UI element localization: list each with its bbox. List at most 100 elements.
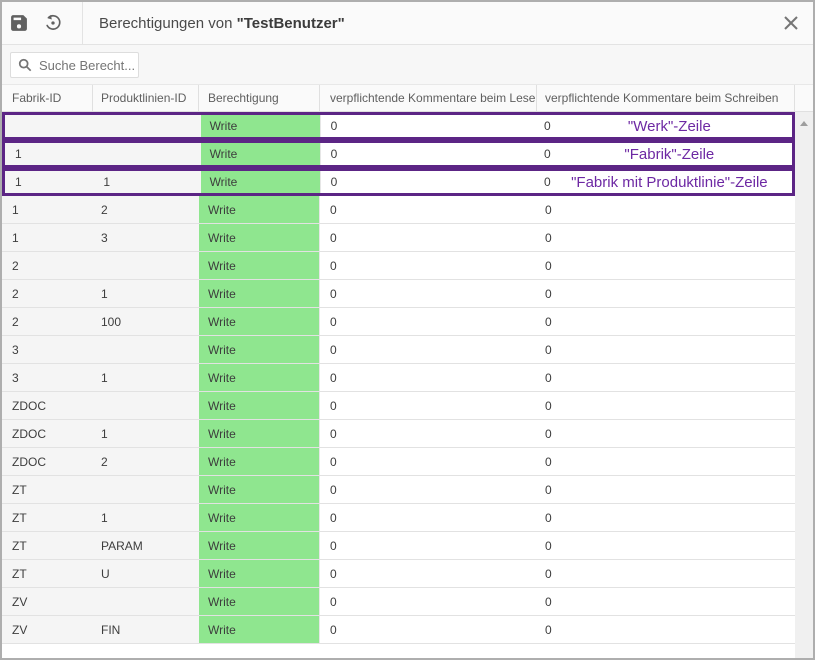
cell-fabrik-id[interactable]: 2 [2,280,93,307]
cell-berechtigung[interactable]: Write [199,336,320,363]
cell-produktlinien-id[interactable] [93,476,199,503]
cell-fabrik-id[interactable]: 3 [2,336,93,363]
cell-kommentare-lesen[interactable]: 0 [320,476,537,503]
cell-kommentare-schreiben[interactable]: 0 [537,280,795,307]
cell-berechtigung[interactable]: Write [199,560,320,587]
cell-fabrik-id[interactable]: 1 [2,196,93,223]
cell-berechtigung[interactable]: Write [200,171,321,193]
cell-berechtigung[interactable]: Write [199,504,320,531]
cell-produktlinien-id[interactable] [93,336,199,363]
table-row[interactable]: 1 Write 0 0 "Fabrik"-Zeile [2,140,795,168]
table-row[interactable]: Write 0 0 "Werk"-Zeile [2,112,795,140]
cell-kommentare-lesen[interactable]: 0 [320,143,537,165]
cell-kommentare-schreiben[interactable]: 0 "Werk"-Zeile [536,115,792,137]
table-row[interactable]: 2 Write 0 0 [2,252,795,280]
cell-kommentare-lesen[interactable]: 0 [320,532,537,559]
table-row[interactable]: 1 2 Write 0 0 [2,196,795,224]
cell-kommentare-schreiben[interactable]: 0 [537,336,795,363]
cell-fabrik-id[interactable]: 2 [2,252,93,279]
cell-berechtigung[interactable]: Write [199,252,320,279]
search-input[interactable]: Suche Berecht... [10,52,139,78]
cell-kommentare-schreiben[interactable]: 0 [537,532,795,559]
cell-produktlinien-id[interactable]: 1 [93,504,199,531]
cell-kommentare-lesen[interactable]: 0 [320,171,537,193]
cell-kommentare-lesen[interactable]: 0 [320,504,537,531]
cell-kommentare-lesen[interactable]: 0 [320,280,537,307]
cell-kommentare-schreiben[interactable]: 0 [537,308,795,335]
table-row[interactable]: ZT Write 0 0 [2,476,795,504]
cell-fabrik-id[interactable]: ZDOC [2,392,93,419]
table-row[interactable]: ZT 1 Write 0 0 [2,504,795,532]
column-header-kommentare-lesen[interactable]: verpflichtende Kommentare beim Lesen [320,85,537,111]
cell-produktlinien-id[interactable]: PARAM [93,532,199,559]
cell-kommentare-lesen[interactable]: 0 [320,560,537,587]
save-button[interactable] [2,6,36,40]
table-row[interactable]: 3 Write 0 0 [2,336,795,364]
cell-produktlinien-id[interactable]: 3 [93,224,199,251]
cell-kommentare-schreiben[interactable]: 0 [537,476,795,503]
cell-produktlinien-id[interactable]: FIN [93,616,199,643]
table-row[interactable]: ZT PARAM Write 0 0 [2,532,795,560]
cell-fabrik-id[interactable]: ZT [2,532,93,559]
cell-produktlinien-id[interactable] [95,143,201,165]
cell-kommentare-schreiben[interactable]: 0 "Fabrik mit Produktlinie"-Zeile [536,171,792,193]
cell-kommentare-lesen[interactable]: 0 [320,364,537,391]
table-row[interactable]: ZV Write 0 0 [2,588,795,616]
cell-produktlinien-id[interactable]: 100 [93,308,199,335]
cell-kommentare-lesen[interactable]: 0 [320,336,537,363]
cell-berechtigung[interactable]: Write [199,392,320,419]
cell-berechtigung[interactable]: Write [199,196,320,223]
cell-fabrik-id[interactable]: ZDOC [2,448,93,475]
cell-kommentare-schreiben[interactable]: 0 [537,504,795,531]
cell-kommentare-schreiben[interactable]: 0 [537,196,795,223]
column-header-fabrik-id[interactable]: Fabrik-ID [2,85,93,111]
cell-kommentare-schreiben[interactable]: 0 "Fabrik"-Zeile [536,143,792,165]
cell-kommentare-lesen[interactable]: 0 [320,616,537,643]
cell-produktlinien-id[interactable]: 1 [93,280,199,307]
cell-produktlinien-id[interactable]: 2 [93,196,199,223]
cell-fabrik-id[interactable]: 1 [5,143,96,165]
cell-produktlinien-id[interactable]: 1 [95,171,201,193]
cell-fabrik-id[interactable] [5,115,96,137]
cell-kommentare-schreiben[interactable]: 0 [537,224,795,251]
cell-berechtigung[interactable]: Write [199,532,320,559]
cell-berechtigung[interactable]: Write [200,115,321,137]
restore-button[interactable] [36,6,70,40]
cell-berechtigung[interactable]: Write [199,224,320,251]
cell-berechtigung[interactable]: Write [199,280,320,307]
cell-produktlinien-id[interactable]: U [93,560,199,587]
cell-kommentare-lesen[interactable]: 0 [320,224,537,251]
table-row[interactable]: ZDOC 1 Write 0 0 [2,420,795,448]
cell-fabrik-id[interactable]: ZV [2,616,93,643]
cell-produktlinien-id[interactable]: 2 [93,448,199,475]
table-row[interactable]: ZV FIN Write 0 0 [2,616,795,644]
cell-fabrik-id[interactable]: 2 [2,308,93,335]
cell-berechtigung[interactable]: Write [199,364,320,391]
table-row[interactable]: ZT U Write 0 0 [2,560,795,588]
cell-berechtigung[interactable]: Write [199,588,320,615]
cell-produktlinien-id[interactable]: 1 [93,364,199,391]
cell-kommentare-lesen[interactable]: 0 [320,588,537,615]
cell-kommentare-lesen[interactable]: 0 [320,448,537,475]
cell-fabrik-id[interactable]: ZT [2,476,93,503]
cell-produktlinien-id[interactable] [93,252,199,279]
cell-berechtigung[interactable]: Write [199,476,320,503]
cell-kommentare-lesen[interactable]: 0 [320,420,537,447]
cell-kommentare-lesen[interactable]: 0 [320,308,537,335]
cell-produktlinien-id[interactable]: 1 [93,420,199,447]
cell-kommentare-schreiben[interactable]: 0 [537,588,795,615]
cell-berechtigung[interactable]: Write [200,143,321,165]
cell-kommentare-lesen[interactable]: 0 [320,115,537,137]
cell-fabrik-id[interactable]: ZT [2,504,93,531]
cell-kommentare-lesen[interactable]: 0 [320,392,537,419]
table-row[interactable]: ZDOC Write 0 0 [2,392,795,420]
cell-kommentare-schreiben[interactable]: 0 [537,364,795,391]
cell-produktlinien-id[interactable] [93,588,199,615]
cell-kommentare-schreiben[interactable]: 0 [537,252,795,279]
cell-fabrik-id[interactable]: 1 [2,224,93,251]
cell-kommentare-schreiben[interactable]: 0 [537,616,795,643]
table-row[interactable]: 1 3 Write 0 0 [2,224,795,252]
cell-kommentare-lesen[interactable]: 0 [320,196,537,223]
cell-berechtigung[interactable]: Write [199,448,320,475]
cell-produktlinien-id[interactable] [95,115,201,137]
